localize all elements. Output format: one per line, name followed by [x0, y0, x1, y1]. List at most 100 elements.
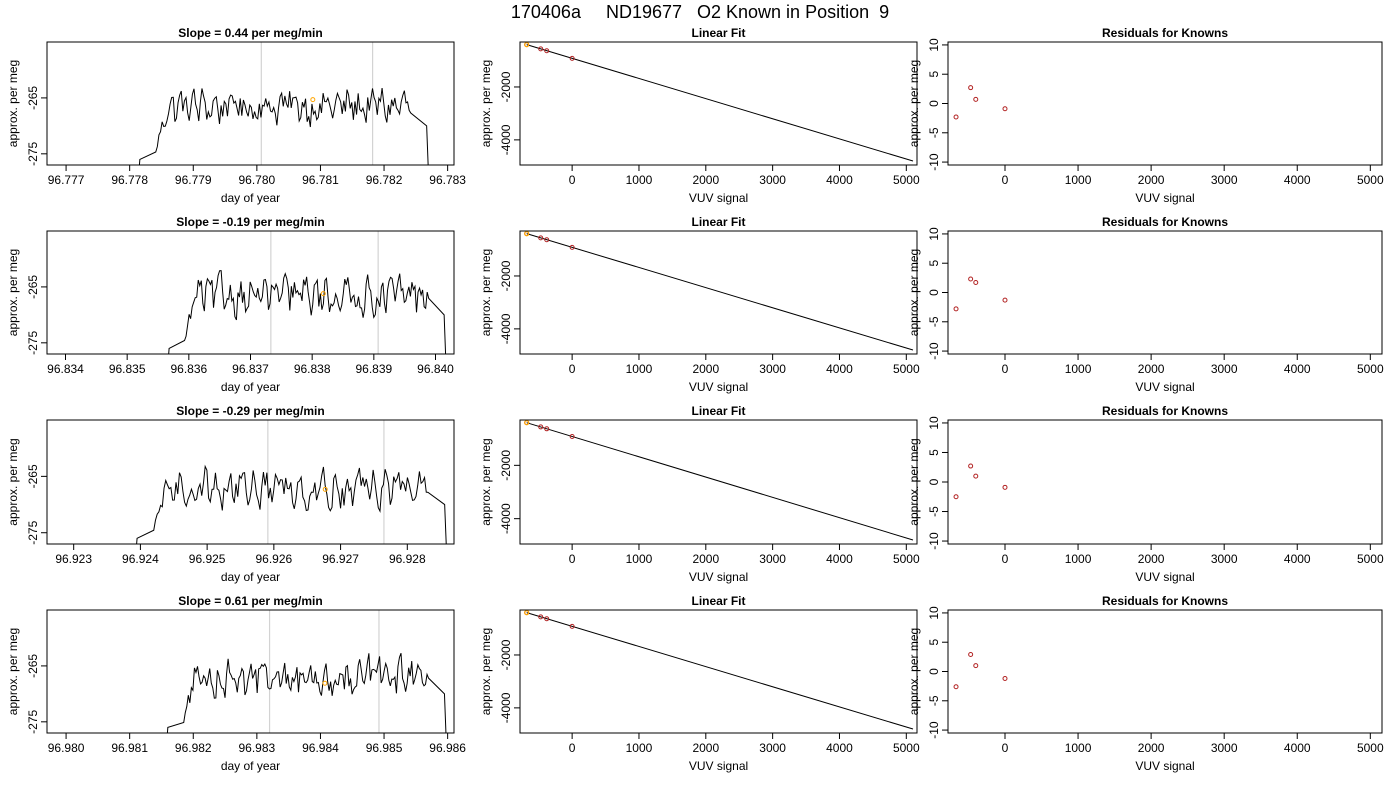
highlight-point	[310, 97, 316, 103]
x-axis-label: day of year	[221, 570, 280, 584]
highlight-point	[322, 486, 328, 492]
x-tick-label: 2000	[692, 362, 719, 376]
plot-area	[953, 276, 1008, 312]
residual-point	[953, 306, 959, 312]
plot-area	[524, 42, 914, 162]
x-tick-label: 96.928	[389, 552, 426, 566]
plot-frame	[947, 609, 1383, 734]
y-axis-label: approx. per meg	[479, 60, 493, 147]
highlight-point	[524, 231, 530, 237]
x-tick-label: 1000	[1065, 552, 1092, 566]
x-tick-label: 4000	[1284, 552, 1311, 566]
plot-frame	[519, 230, 918, 355]
x-tick-label: 96.836	[170, 362, 207, 376]
y-tick-label: -10	[927, 342, 941, 360]
y-tick-label: 5	[927, 639, 941, 646]
y-tick-label: -5	[927, 695, 941, 706]
x-tick-label: 1000	[1065, 741, 1092, 755]
x-axis-label: VUV signal	[1135, 570, 1194, 584]
residual-point	[1002, 484, 1008, 490]
y-tick-label: -275	[26, 520, 40, 544]
x-axis-label: VUV signal	[689, 380, 748, 394]
x-axis-label: VUV signal	[1135, 759, 1194, 773]
x-axis-label: VUV signal	[1135, 380, 1194, 394]
x-tick-label: 0	[569, 362, 576, 376]
data-point	[538, 424, 544, 430]
x-tick-label: 3000	[759, 552, 786, 566]
x-tick-label: 96.982	[175, 741, 212, 755]
y-tick-label: 10	[927, 38, 941, 52]
y-tick-label: 5	[927, 71, 941, 78]
data-point	[538, 614, 544, 620]
y-tick-label: 0	[927, 100, 941, 107]
x-tick-label: 5000	[1357, 552, 1384, 566]
x-tick-label: 96.780	[239, 173, 276, 187]
x-tick-label: 3000	[759, 741, 786, 755]
plot-frame	[46, 419, 455, 545]
y-tick-label: -4000	[499, 313, 513, 344]
x-axis-label: day of year	[221, 191, 280, 205]
x-tick-label: 96.927	[322, 552, 359, 566]
x-tick-label: 3000	[1211, 741, 1238, 755]
x-tick-label: 2000	[1138, 173, 1165, 187]
residuals-panel-row-2: Residuals for Knowns 0 1000 2000 3000 4000 500…	[907, 404, 1384, 584]
y-tick-label: -10	[927, 532, 941, 550]
fit-line	[526, 233, 914, 351]
panel-title: Residuals for Knowns	[1102, 26, 1228, 40]
panel-title: Slope = -0.19 per meg/min	[176, 215, 324, 229]
y-axis-label: approx. per meg	[907, 438, 921, 525]
x-tick-label: 96.781	[302, 173, 339, 187]
plot-frame	[947, 230, 1383, 355]
x-tick-label: 96.838	[294, 362, 331, 376]
x-tick-label: 3000	[1211, 552, 1238, 566]
trace-panel-row-0: Slope = 0.44 per meg/min 96.777 96.778 96.7…	[6, 26, 466, 205]
y-tick-label: -265	[26, 464, 40, 488]
residuals-panel-row-1: Residuals for Knowns 0 1000 2000 3000 4000 500…	[907, 215, 1384, 394]
x-tick-label: 2000	[692, 552, 719, 566]
x-tick-label: 3000	[759, 362, 786, 376]
x-tick-label: 0	[1002, 362, 1009, 376]
trace-panel-row-2: Slope = -0.29 per meg/min 96.923 96.924 96.…	[6, 404, 455, 584]
panel-title: Residuals for Knowns	[1102, 594, 1228, 608]
y-tick-label: -275	[26, 709, 40, 733]
residual-point	[968, 85, 974, 91]
y-tick-label: 5	[927, 449, 941, 456]
residual-point	[973, 473, 979, 479]
x-tick-label: 2000	[1138, 741, 1165, 755]
x-tick-label: 3000	[1211, 173, 1238, 187]
y-axis-label: approx. per meg	[907, 249, 921, 336]
panel-title: Linear Fit	[691, 404, 745, 418]
plot-area	[168, 231, 447, 354]
x-tick-label: 96.923	[55, 552, 92, 566]
y-tick-label: -4000	[499, 124, 513, 155]
y-axis-label: approx. per meg	[479, 438, 493, 525]
x-tick-label: 96.980	[48, 741, 85, 755]
panel-title: Linear Fit	[691, 215, 745, 229]
plot-frame	[46, 41, 455, 166]
residual-point	[973, 280, 979, 286]
data-point	[569, 623, 575, 629]
plot-area	[136, 420, 447, 544]
series-line	[136, 464, 447, 544]
highlight-point	[524, 42, 530, 48]
plot-area	[953, 463, 1008, 500]
x-tick-label: 96.779	[175, 173, 212, 187]
plot-area	[524, 610, 914, 730]
x-axis-label: VUV signal	[689, 759, 748, 773]
y-tick-label: -5	[927, 316, 941, 327]
series-line	[138, 88, 429, 165]
y-tick-label: -265	[26, 654, 40, 678]
y-tick-label: -265	[26, 86, 40, 110]
residual-point	[1002, 297, 1008, 303]
x-tick-label: 96.925	[189, 552, 226, 566]
x-tick-label: 96.778	[111, 173, 148, 187]
trace-panel-row-1: Slope = -0.19 per meg/min 96.834 96.835 96.…	[6, 215, 455, 394]
y-tick-label: -5	[927, 506, 941, 517]
y-tick-label: 5	[927, 260, 941, 267]
x-tick-label: 96.835	[109, 362, 146, 376]
y-axis-label: approx. per meg	[479, 628, 493, 715]
x-tick-label: 96.840	[417, 362, 454, 376]
x-axis-label: VUV signal	[689, 191, 748, 205]
panel-title: Residuals for Knowns	[1102, 404, 1228, 418]
series-line	[166, 652, 447, 733]
